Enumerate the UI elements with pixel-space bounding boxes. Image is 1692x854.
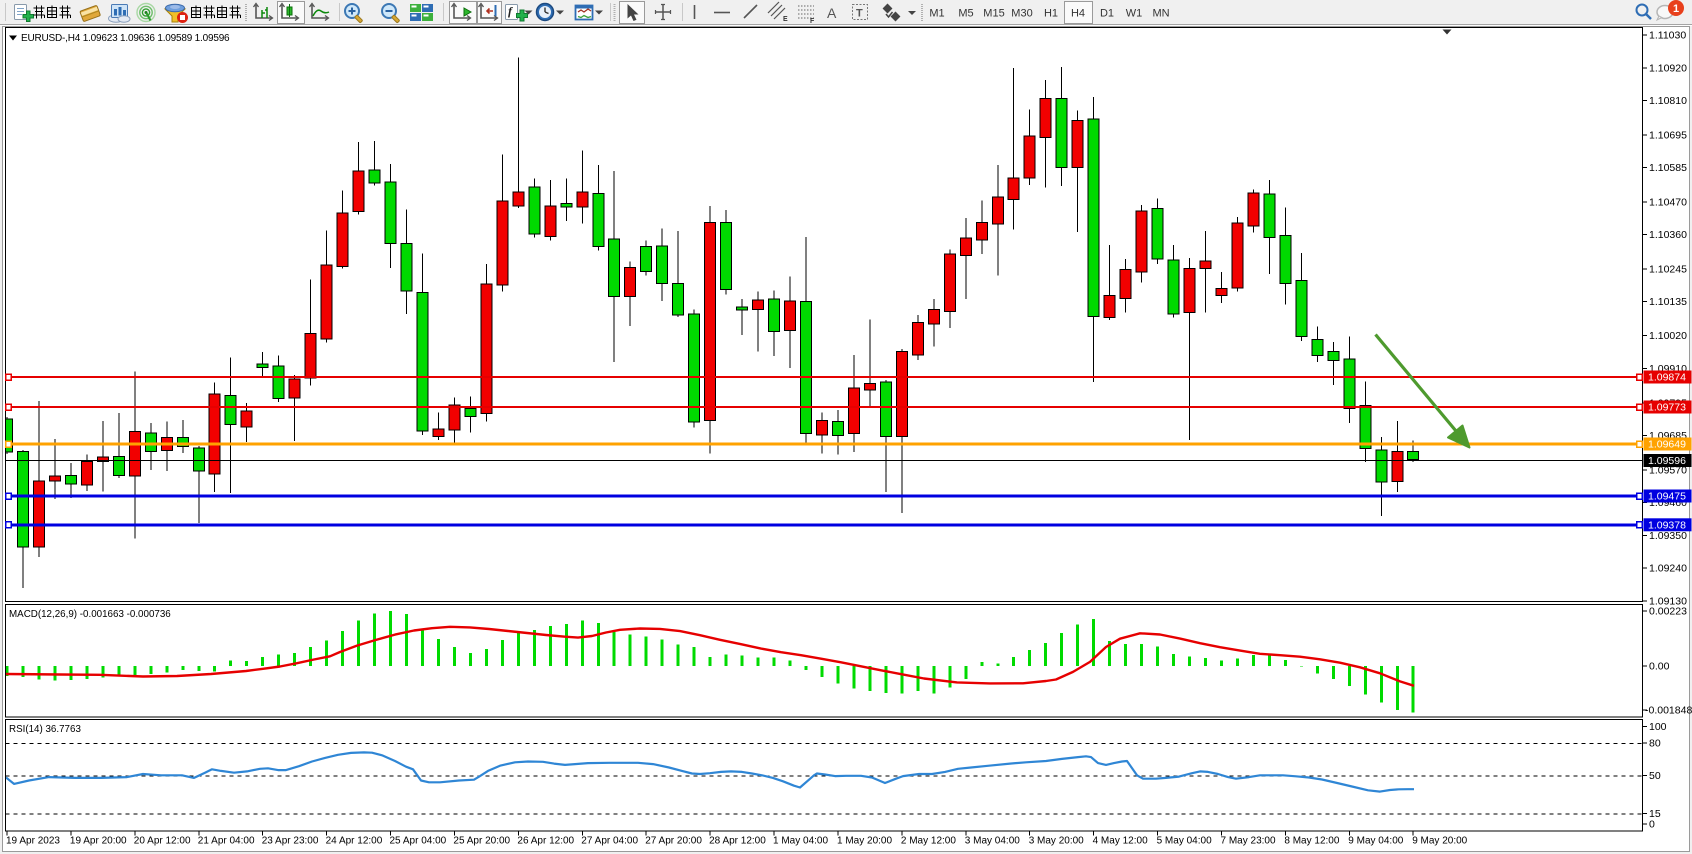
- svg-text:E: E: [783, 16, 788, 23]
- svg-text:1 May 04:00: 1 May 04:00: [773, 836, 828, 847]
- svg-text:1.10695: 1.10695: [1649, 129, 1687, 141]
- svg-text:1.10020: 1.10020: [1649, 330, 1687, 342]
- svg-text:19 Apr 20:00: 19 Apr 20:00: [70, 836, 127, 847]
- svg-text:0.00223: 0.00223: [1649, 606, 1687, 618]
- svg-text:1.09570: 1.09570: [1649, 464, 1687, 476]
- svg-text:1.09130: 1.09130: [1649, 596, 1687, 608]
- svg-text:80: 80: [1649, 738, 1661, 750]
- svg-text:24 Apr 12:00: 24 Apr 12:00: [326, 836, 383, 847]
- svg-text:100: 100: [1649, 721, 1667, 733]
- svg-text:-0.001848: -0.001848: [1645, 705, 1692, 717]
- svg-text:20 Apr 12:00: 20 Apr 12:00: [134, 836, 191, 847]
- svg-text:1.09350: 1.09350: [1649, 530, 1687, 542]
- svg-text:f: f: [508, 4, 513, 18]
- svg-text:1.09596: 1.09596: [1648, 455, 1686, 467]
- svg-text:21 Apr 04:00: 21 Apr 04:00: [198, 836, 255, 847]
- svg-text:A: A: [827, 5, 837, 21]
- svg-text:7 May 23:00: 7 May 23:00: [1221, 836, 1276, 847]
- svg-text:M15: M15: [983, 8, 1004, 20]
- svg-text:1.09874: 1.09874: [1648, 372, 1686, 384]
- svg-text:M30: M30: [1011, 8, 1032, 20]
- svg-text:1.09649: 1.09649: [1648, 439, 1686, 451]
- svg-text:5 May 04:00: 5 May 04:00: [1157, 836, 1212, 847]
- svg-text:3 May 04:00: 3 May 04:00: [965, 836, 1020, 847]
- svg-text:50: 50: [1649, 770, 1661, 782]
- svg-text:1.09240: 1.09240: [1649, 563, 1687, 575]
- svg-text:1.11030: 1.11030: [1649, 30, 1686, 42]
- svg-text:1.09378: 1.09378: [1648, 519, 1686, 531]
- svg-text:M1: M1: [929, 8, 944, 20]
- svg-text:T: T: [856, 8, 863, 20]
- svg-text:0.00: 0.00: [1649, 661, 1670, 673]
- svg-text:M5: M5: [958, 8, 973, 20]
- svg-text:1.10810: 1.10810: [1649, 95, 1687, 107]
- svg-text:F: F: [810, 18, 815, 25]
- svg-text:1.10920: 1.10920: [1649, 62, 1687, 74]
- svg-text:9 May 20:00: 9 May 20:00: [1412, 836, 1467, 847]
- svg-text:1.09773: 1.09773: [1648, 402, 1686, 414]
- svg-text:3 May 20:00: 3 May 20:00: [1029, 836, 1084, 847]
- svg-text:19 Apr 2023: 19 Apr 2023: [6, 836, 60, 847]
- svg-text:25 Apr 04:00: 25 Apr 04:00: [390, 836, 447, 847]
- svg-text:27 Apr 20:00: 27 Apr 20:00: [645, 836, 702, 847]
- svg-text:28 Apr 12:00: 28 Apr 12:00: [709, 836, 766, 847]
- svg-text:MN: MN: [1152, 8, 1169, 20]
- svg-text:1.10360: 1.10360: [1649, 229, 1687, 241]
- svg-text:H1: H1: [1044, 8, 1058, 20]
- svg-text:MACD(12,26,9) -0.001663 -0.000: MACD(12,26,9) -0.001663 -0.000736: [9, 609, 171, 620]
- svg-text:27 Apr 04:00: 27 Apr 04:00: [581, 836, 638, 847]
- svg-text:8 May 12:00: 8 May 12:00: [1284, 836, 1339, 847]
- svg-text:H4: H4: [1071, 8, 1085, 20]
- svg-text:0: 0: [1649, 819, 1655, 831]
- svg-text:4 May 12:00: 4 May 12:00: [1093, 836, 1148, 847]
- svg-text:D1: D1: [1100, 8, 1114, 20]
- svg-text:1.10245: 1.10245: [1649, 263, 1687, 275]
- svg-text:1.10585: 1.10585: [1649, 162, 1687, 174]
- svg-text:9 May 04:00: 9 May 04:00: [1348, 836, 1403, 847]
- svg-text:1: 1: [1673, 3, 1679, 15]
- svg-text:15: 15: [1649, 808, 1661, 820]
- svg-text:1 May 20:00: 1 May 20:00: [837, 836, 892, 847]
- svg-text:1.10135: 1.10135: [1649, 296, 1687, 308]
- svg-text:25 Apr 20:00: 25 Apr 20:00: [453, 836, 510, 847]
- svg-text:EURUSD-,H4 1.09623 1.09636 1.: EURUSD-,H4 1.09623 1.09636 1.09589 1.095…: [21, 33, 230, 44]
- svg-text:23 Apr 23:00: 23 Apr 23:00: [262, 836, 319, 847]
- svg-text:RSI(14) 36.7763: RSI(14) 36.7763: [9, 724, 81, 735]
- svg-text:26 Apr 12:00: 26 Apr 12:00: [517, 836, 574, 847]
- svg-text:1.09475: 1.09475: [1648, 491, 1686, 503]
- svg-text:1.10470: 1.10470: [1649, 196, 1687, 208]
- svg-text:W1: W1: [1126, 8, 1143, 20]
- svg-text:2 May 12:00: 2 May 12:00: [901, 836, 956, 847]
